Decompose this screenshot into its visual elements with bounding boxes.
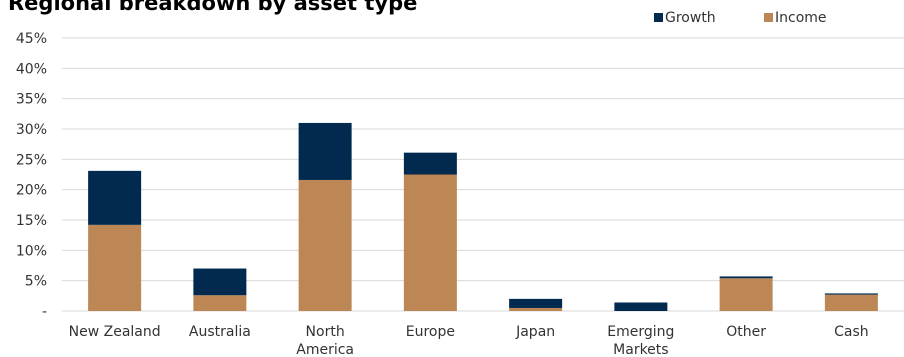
bar-growth [719,276,773,279]
bar-income [509,307,563,311]
bar-growth [403,152,457,175]
bar-growth [88,170,142,225]
x-tick-label: New Zealand [69,324,161,340]
bar-growth [824,293,878,295]
y-tick-label: 25% [16,152,47,168]
y-tick-label: 20% [16,183,47,199]
y-tick-label: 30% [16,122,47,138]
y-tick-label: - [42,304,47,320]
bar-growth [193,268,247,296]
y-tick-label: 10% [16,243,47,259]
y-tick-label: 15% [16,213,47,229]
x-tick-label: Markets [613,342,668,357]
x-tick-label: Australia [189,324,251,340]
x-tick-label: Europe [406,324,455,340]
bar-income [88,224,142,311]
legend-swatch [764,13,773,22]
x-tick-label: Other [726,324,766,340]
x-tick-label: Cash [834,324,869,340]
bar-income [193,295,247,311]
y-tick-label: 35% [16,92,47,108]
x-tick-label: Japan [515,324,555,340]
chart-title: Regional breakdown by asset type [8,0,418,15]
bar-growth [614,302,668,311]
legend-swatch [654,13,663,22]
bar-income [403,174,457,311]
y-tick-label: 5% [25,274,47,290]
bar-income [824,294,878,311]
bar-income [719,278,773,311]
y-tick-label: 45% [16,31,47,47]
legend-label: Growth [665,10,716,26]
x-tick-label: North [306,324,345,340]
bar-growth [509,298,563,308]
x-tick-label: Emerging [607,324,674,340]
y-tick-label: 40% [16,61,47,77]
legend-label: Income [775,10,827,26]
bar-growth [298,122,352,180]
x-tick-label: America [296,342,354,357]
bar-income [298,179,352,311]
